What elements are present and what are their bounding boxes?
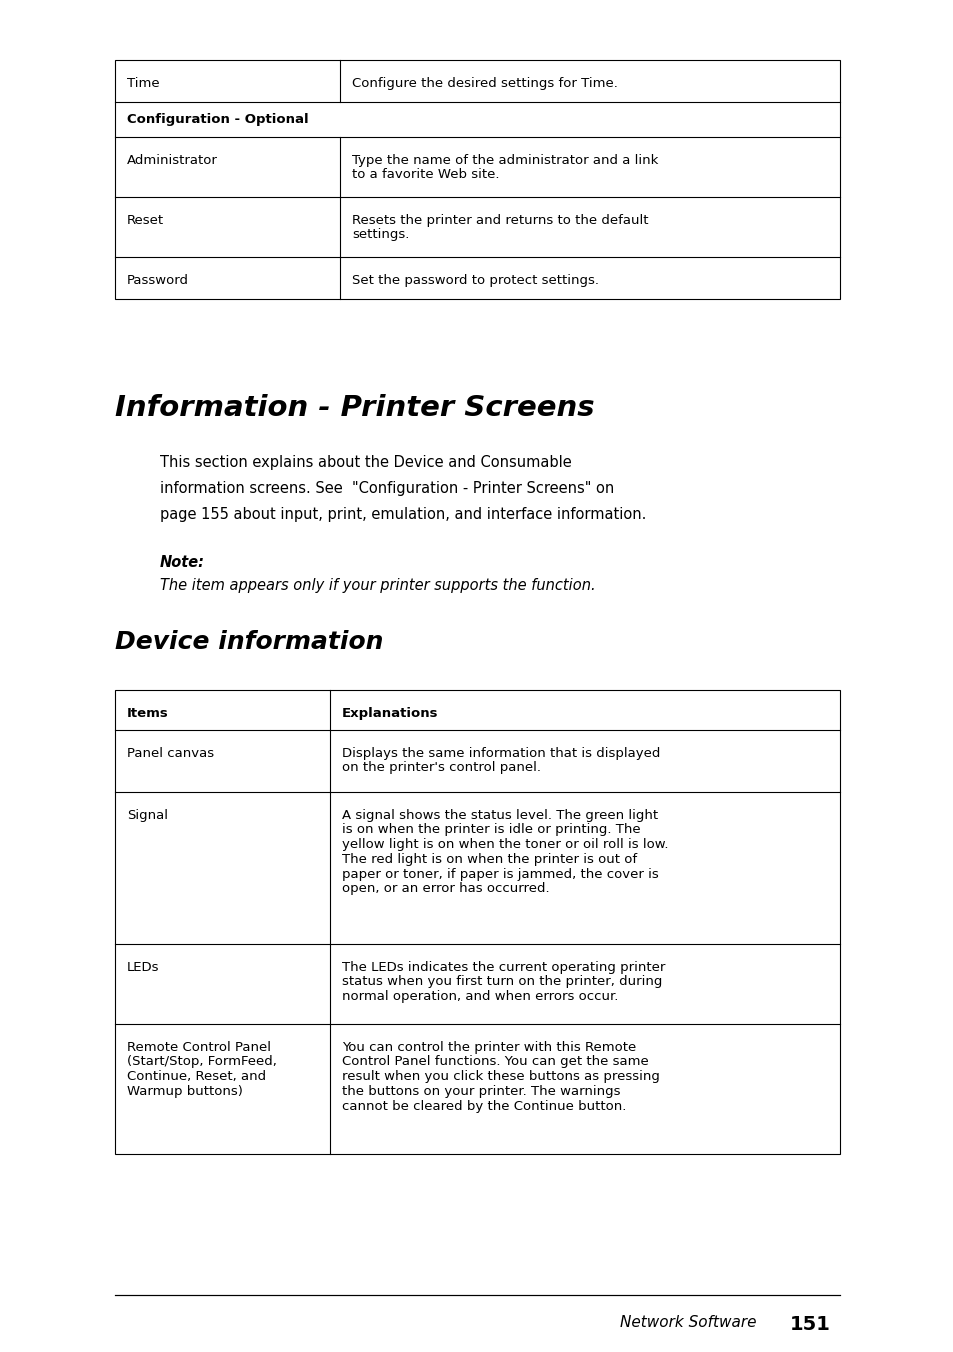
Text: The red light is on when the printer is out of: The red light is on when the printer is … (341, 853, 637, 865)
Text: normal operation, and when errors occur.: normal operation, and when errors occur. (341, 990, 618, 1003)
Text: Device information: Device information (115, 630, 383, 654)
Text: on the printer's control panel.: on the printer's control panel. (341, 761, 540, 775)
Text: A signal shows the status level. The green light: A signal shows the status level. The gre… (341, 808, 658, 822)
Text: the buttons on your printer. The warnings: the buttons on your printer. The warning… (341, 1084, 619, 1098)
Text: Continue, Reset, and: Continue, Reset, and (127, 1069, 266, 1083)
Text: The LEDs indicates the current operating printer: The LEDs indicates the current operating… (341, 961, 664, 973)
Bar (115, 59, 840, 299)
Text: page 155 about input, print, emulation, and interface information.: page 155 about input, print, emulation, … (160, 507, 646, 522)
Text: Administrator: Administrator (127, 154, 217, 166)
Text: Signal: Signal (127, 808, 168, 822)
Text: status when you first turn on the printer, during: status when you first turn on the printe… (341, 975, 661, 988)
Text: Set the password to protect settings.: Set the password to protect settings. (352, 273, 598, 287)
Text: Time: Time (127, 77, 159, 89)
Text: cannot be cleared by the Continue button.: cannot be cleared by the Continue button… (341, 1099, 626, 1113)
Text: Password: Password (127, 273, 189, 287)
Text: (Start/Stop, FormFeed,: (Start/Stop, FormFeed, (127, 1056, 276, 1068)
Text: result when you click these buttons as pressing: result when you click these buttons as p… (341, 1069, 659, 1083)
Text: Configure the desired settings for Time.: Configure the desired settings for Time. (352, 77, 618, 89)
Text: Items: Items (127, 707, 169, 719)
Text: You can control the printer with this Remote: You can control the printer with this Re… (341, 1041, 636, 1053)
Text: paper or toner, if paper is jammed, the cover is: paper or toner, if paper is jammed, the … (341, 868, 659, 880)
Text: Warmup buttons): Warmup buttons) (127, 1084, 243, 1098)
Text: Remote Control Panel: Remote Control Panel (127, 1041, 271, 1053)
Text: to a favorite Web site.: to a favorite Web site. (352, 169, 499, 181)
Text: Type the name of the administrator and a link: Type the name of the administrator and a… (352, 154, 658, 166)
Bar (115, 690, 840, 1155)
Text: The item appears only if your printer supports the function.: The item appears only if your printer su… (160, 579, 595, 594)
Text: Information - Printer Screens: Information - Printer Screens (115, 393, 594, 422)
Text: settings.: settings. (352, 228, 409, 242)
Text: Control Panel functions. You can get the same: Control Panel functions. You can get the… (341, 1056, 648, 1068)
Text: yellow light is on when the toner or oil roll is low.: yellow light is on when the toner or oil… (341, 838, 668, 852)
Text: Displays the same information that is displayed: Displays the same information that is di… (341, 746, 659, 760)
Text: Resets the printer and returns to the default: Resets the printer and returns to the de… (352, 214, 648, 227)
Text: information screens. See  "Configuration - Printer Screens" on: information screens. See "Configuration … (160, 481, 614, 496)
Text: Explanations: Explanations (341, 707, 438, 719)
Text: is on when the printer is idle or printing. The: is on when the printer is idle or printi… (341, 823, 640, 837)
Text: Configuration - Optional: Configuration - Optional (127, 114, 309, 126)
Text: open, or an error has occurred.: open, or an error has occurred. (341, 883, 549, 895)
Text: LEDs: LEDs (127, 961, 159, 973)
Text: Reset: Reset (127, 214, 164, 227)
Text: Panel canvas: Panel canvas (127, 746, 213, 760)
Text: This section explains about the Device and Consumable: This section explains about the Device a… (160, 456, 571, 470)
Text: Network Software: Network Software (619, 1315, 756, 1330)
Text: 151: 151 (789, 1315, 830, 1334)
Text: Note:: Note: (160, 556, 205, 571)
